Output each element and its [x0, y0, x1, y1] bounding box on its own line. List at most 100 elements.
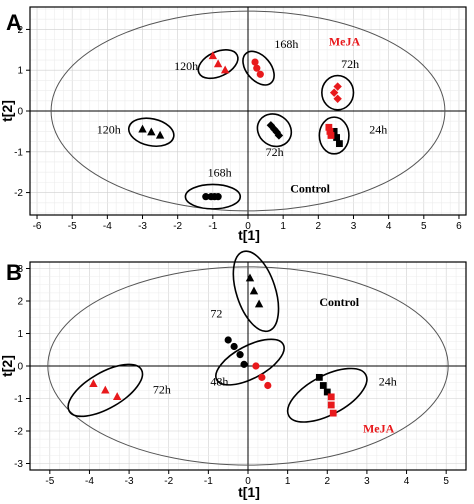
control-circle-point: [236, 351, 244, 359]
y-tick-label: -1: [14, 147, 23, 158]
meja-circle-point: [252, 362, 260, 370]
meja-square-point: [329, 409, 337, 417]
control-circle-point: [240, 360, 248, 368]
x-tick-label: 6: [456, 221, 462, 232]
annotation-label: 168h: [274, 37, 298, 51]
y-tick-label: 0: [17, 362, 23, 373]
x-tick-label: -3: [125, 476, 134, 487]
group-ellipse: [215, 338, 285, 386]
x-tick-label: -4: [85, 476, 94, 487]
y-tick-label: 2: [17, 25, 23, 36]
meja-diamond-point: [329, 88, 339, 97]
meja-triangle-point: [113, 392, 122, 401]
annotation-label: MeJA: [329, 35, 361, 49]
control-square-point: [330, 127, 338, 135]
annotation-label: 72h: [266, 145, 284, 159]
x-tick-label: 3: [351, 221, 357, 232]
x-tick-label: 4: [386, 221, 392, 232]
x-tick-label: 3: [364, 476, 370, 487]
x-tick-label: -5: [45, 476, 54, 487]
group-ellipse: [232, 250, 280, 333]
panel-a: -6 -5 -4 -3 -2 -1 0 1 2 3 4 5 6 -2 -1 0 1 2 t[1] t[2] A 120h 1…: [0, 6, 467, 243]
annotation-label: 168h: [208, 165, 232, 179]
y-tick-label: 1: [17, 66, 23, 77]
group-ellipse: [256, 113, 293, 148]
y-axis-label: t[2]: [0, 100, 15, 122]
panel-b: -5 -4 -3 -2 -1 0 1 2 3 4 5 -3 -2 -1 0 1 2 3 t[1] t[2] B Contr…: [0, 250, 467, 500]
meja-circle-point: [264, 381, 272, 390]
y-tick-label: -2: [14, 188, 23, 199]
meja-square-point: [327, 132, 335, 139]
annotation-label: 24h: [369, 122, 387, 136]
y-tick-label: 1: [17, 329, 23, 340]
control-triangle-point: [147, 127, 156, 136]
group-ellipse: [184, 183, 242, 210]
meja-diamond-point: [333, 82, 342, 91]
x-tick-label: 2: [316, 221, 322, 232]
annotation-label: Control: [319, 295, 359, 309]
x-tick-label: 0: [245, 221, 251, 232]
meja-triangle-point: [89, 379, 98, 388]
group-ellipse: [321, 74, 355, 111]
x-tick-label: -2: [164, 476, 173, 487]
group-ellipse: [318, 116, 350, 155]
control-square-point: [315, 373, 323, 381]
x-tick-label: -1: [208, 221, 217, 232]
group-ellipse: [127, 117, 175, 148]
meja-circle-point: [251, 58, 259, 66]
y-tick-label: -2: [14, 427, 23, 438]
annotation-label: 120h: [174, 59, 198, 73]
meja-circle-point: [253, 64, 261, 72]
confidence-ellipse: [50, 10, 446, 212]
x-tick-label: 0: [245, 476, 251, 487]
confidence-ellipse: [47, 266, 449, 466]
control-triangle-point: [138, 124, 147, 133]
y-axis-label: t[2]: [0, 355, 15, 377]
control-circle-point: [230, 342, 238, 351]
control-square-point: [323, 388, 331, 396]
y-tick-label: 0: [17, 107, 23, 118]
control-triangle-point: [155, 130, 165, 139]
annotation-label: 24h: [379, 375, 397, 389]
x-tick-label: 4: [404, 476, 410, 487]
meja-square-point: [327, 401, 335, 409]
annotation-label: 72: [210, 306, 222, 320]
panel-letter: B: [6, 260, 22, 285]
meja-circle-point: [256, 70, 264, 78]
meja-triangle-point: [101, 385, 110, 394]
group-ellipse: [242, 50, 275, 86]
meja-triangle-point: [213, 59, 223, 68]
annotation-label: 120h: [97, 122, 121, 136]
meja-square-point: [325, 123, 333, 131]
x-tick-label: -4: [103, 221, 112, 232]
control-triangle-point: [249, 286, 259, 295]
x-tick-label: 1: [280, 221, 286, 232]
panel-letter: A: [6, 10, 22, 35]
x-tick-label: -1: [204, 476, 213, 487]
control-diamond-point: [274, 131, 284, 140]
x-axis-label: t[1]: [238, 484, 260, 500]
x-tick-label: 1: [285, 476, 291, 487]
y-tick-label: -1: [14, 394, 23, 405]
x-tick-label: -6: [33, 221, 42, 232]
x-tick-label: 5: [443, 476, 449, 487]
annotation-label: 72h: [341, 57, 359, 71]
x-tick-label: 2: [324, 476, 330, 487]
y-tick-label: -3: [14, 459, 23, 470]
y-tick-label: 3: [17, 264, 23, 275]
y-tick-label: 2: [17, 297, 23, 308]
x-axis-label: t[1]: [238, 227, 260, 243]
annotation-label: MeJA: [363, 422, 395, 436]
annotation-label: 48h: [210, 375, 228, 389]
annotation-label: Control: [290, 182, 330, 196]
meja-square-point: [327, 393, 335, 401]
control-circle-point: [214, 193, 222, 201]
meja-triangle-point: [220, 65, 230, 74]
x-tick-label: 5: [421, 221, 427, 232]
meja-circle-point: [258, 373, 266, 381]
control-triangle-point: [245, 273, 255, 282]
x-tick-label: -2: [173, 221, 182, 232]
control-square-point: [319, 382, 327, 389]
x-tick-label: -3: [138, 221, 147, 232]
control-square-point: [336, 140, 343, 148]
